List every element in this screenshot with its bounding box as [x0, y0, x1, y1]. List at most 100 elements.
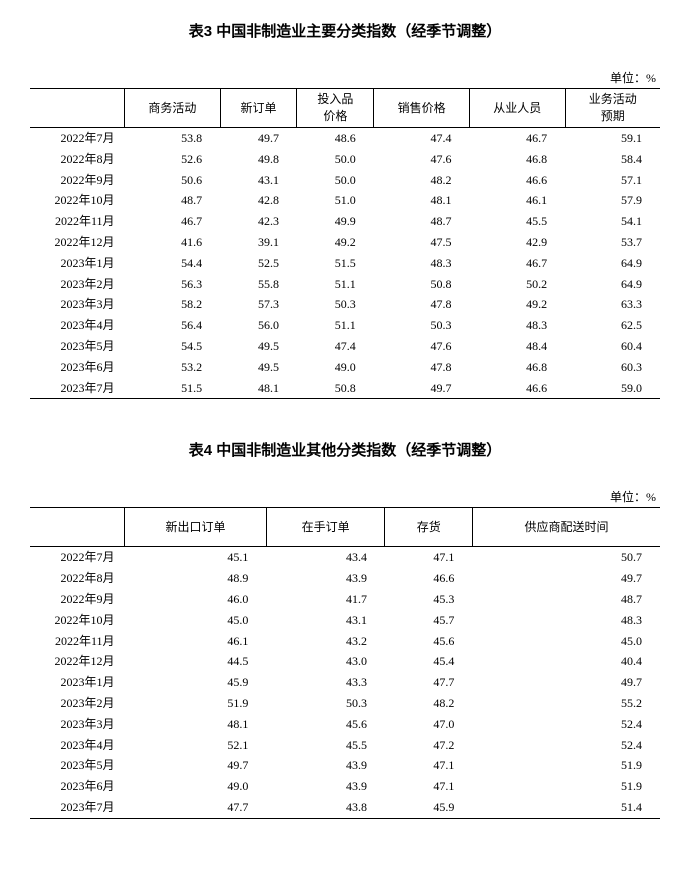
- cell-value: 55.8: [220, 274, 297, 295]
- table3-rowlabel-header: [30, 89, 125, 128]
- cell-value: 45.7: [385, 610, 472, 631]
- cell-value: 49.5: [220, 357, 297, 378]
- cell-value: 45.3: [385, 589, 472, 610]
- row-label: 2022年10月: [30, 610, 125, 631]
- cell-value: 46.8: [469, 357, 565, 378]
- cell-value: 41.6: [125, 232, 221, 253]
- cell-value: 47.8: [374, 294, 470, 315]
- row-label: 2023年6月: [30, 357, 125, 378]
- cell-value: 52.1: [125, 735, 267, 756]
- table-row: 2022年11月46.143.245.645.0: [30, 631, 660, 652]
- row-label: 2022年7月: [30, 547, 125, 568]
- table3-block: 表3 中国非制造业主要分类指数（经季节调整） 单位：% 商务活动新订单投入品价格…: [30, 20, 660, 399]
- cell-value: 52.6: [125, 149, 221, 170]
- row-label: 2023年5月: [30, 755, 125, 776]
- table3-title: 表3 中国非制造业主要分类指数（经季节调整）: [30, 20, 660, 41]
- cell-value: 50.3: [374, 315, 470, 336]
- cell-value: 56.3: [125, 274, 221, 295]
- cell-value: 47.0: [385, 714, 472, 735]
- cell-value: 45.6: [385, 631, 472, 652]
- cell-value: 48.1: [374, 190, 470, 211]
- cell-value: 51.9: [472, 776, 660, 797]
- cell-value: 49.5: [220, 336, 297, 357]
- table-row: 2022年8月48.943.946.649.7: [30, 568, 660, 589]
- table4-head: 新出口订单在手订单存货供应商配送时间: [30, 508, 660, 547]
- cell-value: 47.2: [385, 735, 472, 756]
- cell-value: 46.6: [469, 170, 565, 191]
- cell-value: 45.0: [125, 610, 267, 631]
- table4-block: 表4 中国非制造业其他分类指数（经季节调整） 单位：% 新出口订单在手订单存货供…: [30, 439, 660, 818]
- cell-value: 47.7: [125, 797, 267, 818]
- cell-value: 51.5: [125, 378, 221, 399]
- cell-value: 51.9: [472, 755, 660, 776]
- cell-value: 50.8: [297, 378, 374, 399]
- row-label: 2023年6月: [30, 776, 125, 797]
- table-row: 2022年7月45.143.447.150.7: [30, 547, 660, 568]
- table3-unit: 单位：%: [30, 69, 660, 86]
- cell-value: 51.5: [297, 253, 374, 274]
- cell-value: 49.9: [297, 211, 374, 232]
- cell-value: 43.1: [220, 170, 297, 191]
- table-row: 2022年9月46.041.745.348.7: [30, 589, 660, 610]
- cell-value: 47.1: [385, 755, 472, 776]
- table-row: 2022年8月52.649.850.047.646.858.4: [30, 149, 660, 170]
- cell-value: 45.5: [469, 211, 565, 232]
- cell-value: 43.0: [266, 651, 385, 672]
- cell-value: 46.6: [385, 568, 472, 589]
- cell-value: 51.0: [297, 190, 374, 211]
- cell-value: 46.7: [125, 211, 221, 232]
- cell-value: 48.2: [374, 170, 470, 191]
- cell-value: 49.2: [297, 232, 374, 253]
- table-row: 2022年9月50.643.150.048.246.657.1: [30, 170, 660, 191]
- cell-value: 56.0: [220, 315, 297, 336]
- cell-value: 58.2: [125, 294, 221, 315]
- cell-value: 46.1: [125, 631, 267, 652]
- cell-value: 39.1: [220, 232, 297, 253]
- cell-value: 40.4: [472, 651, 660, 672]
- table4: 新出口订单在手订单存货供应商配送时间 2022年7月45.143.447.150…: [30, 507, 660, 818]
- row-label: 2022年9月: [30, 170, 125, 191]
- cell-value: 46.7: [469, 253, 565, 274]
- cell-value: 48.2: [385, 693, 472, 714]
- cell-value: 48.3: [472, 610, 660, 631]
- table3-col-header: 业务活动预期: [565, 89, 660, 128]
- row-label: 2022年11月: [30, 631, 125, 652]
- cell-value: 52.5: [220, 253, 297, 274]
- cell-value: 48.9: [125, 568, 267, 589]
- cell-value: 48.4: [469, 336, 565, 357]
- cell-value: 51.1: [297, 274, 374, 295]
- table-row: 2023年1月54.452.551.548.346.764.9: [30, 253, 660, 274]
- cell-value: 49.2: [469, 294, 565, 315]
- cell-value: 59.0: [565, 378, 660, 399]
- cell-value: 51.4: [472, 797, 660, 818]
- table-row: 2023年7月51.548.150.849.746.659.0: [30, 378, 660, 399]
- cell-value: 45.5: [266, 735, 385, 756]
- cell-value: 47.4: [374, 128, 470, 149]
- row-label: 2023年1月: [30, 672, 125, 693]
- cell-value: 43.8: [266, 797, 385, 818]
- cell-value: 53.8: [125, 128, 221, 149]
- table-row: 2023年3月58.257.350.347.849.263.3: [30, 294, 660, 315]
- table3-body: 2022年7月53.849.748.647.446.759.12022年8月52…: [30, 128, 660, 399]
- cell-value: 43.3: [266, 672, 385, 693]
- cell-value: 49.7: [374, 378, 470, 399]
- row-label: 2023年3月: [30, 294, 125, 315]
- row-label: 2023年7月: [30, 378, 125, 399]
- cell-value: 52.4: [472, 714, 660, 735]
- table-row: 2022年11月46.742.349.948.745.554.1: [30, 211, 660, 232]
- table3-col-header: 从业人员: [469, 89, 565, 128]
- row-label: 2023年2月: [30, 274, 125, 295]
- table-row: 2022年12月44.543.045.440.4: [30, 651, 660, 672]
- table4-rowlabel-header: [30, 508, 125, 547]
- cell-value: 57.1: [565, 170, 660, 191]
- table-row: 2023年4月52.145.547.252.4: [30, 735, 660, 756]
- cell-value: 58.4: [565, 149, 660, 170]
- cell-value: 45.4: [385, 651, 472, 672]
- table3-col-header: 投入品价格: [297, 89, 374, 128]
- cell-value: 56.4: [125, 315, 221, 336]
- cell-value: 49.7: [125, 755, 267, 776]
- cell-value: 64.9: [565, 274, 660, 295]
- cell-value: 63.3: [565, 294, 660, 315]
- table-row: 2023年2月56.355.851.150.850.264.9: [30, 274, 660, 295]
- row-label: 2023年5月: [30, 336, 125, 357]
